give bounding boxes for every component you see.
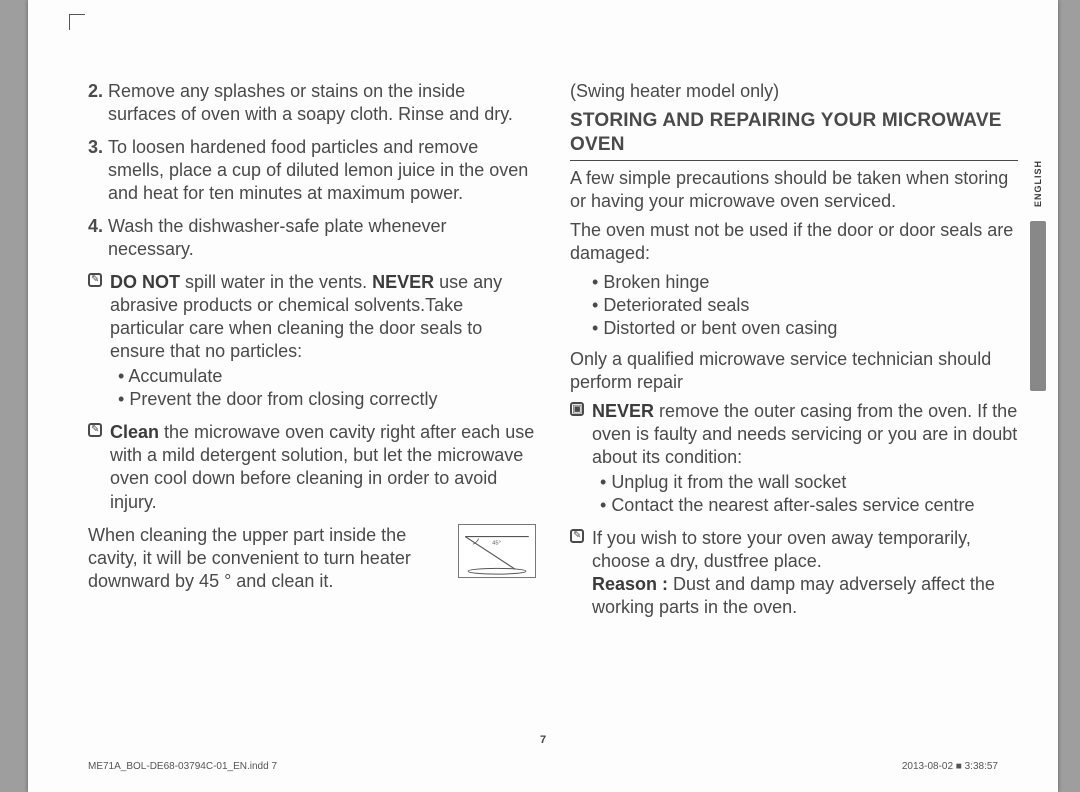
crop-mark: [69, 14, 85, 30]
page-number: 7: [28, 734, 1058, 746]
note-icon: [88, 421, 110, 513]
page-content: 2. Remove any splashes or stains on the …: [88, 80, 1018, 732]
list-item: 4. Wash the dishwasher-safe plate whenev…: [88, 215, 536, 261]
note-item: NEVER remove the outer casing from the o…: [570, 400, 1018, 517]
item-text: Wash the dishwasher-safe plate whenever …: [108, 215, 536, 261]
bullet: Contact the nearest after-sales service …: [600, 494, 1018, 517]
swing-note: (Swing heater model only): [570, 80, 1018, 103]
svg-text:45°: 45°: [492, 540, 501, 546]
heater-text: When cleaning the upper part inside the …: [88, 524, 446, 593]
note-item: Clean the microwave oven cavity right af…: [88, 421, 536, 513]
item-text: To loosen hardened food particles and re…: [108, 136, 536, 205]
tab-indicator: [1030, 221, 1046, 391]
paragraph: The oven must not be used if the door or…: [570, 219, 1018, 265]
note-icon: [570, 527, 592, 619]
left-column: 2. Remove any splashes or stains on the …: [88, 80, 536, 732]
item-number: 3.: [88, 136, 108, 205]
note-text: Clean the microwave oven cavity right af…: [110, 421, 536, 513]
bullet: Unplug it from the wall socket: [600, 471, 1018, 494]
heater-figure: 45°: [458, 524, 536, 578]
note-item: If you wish to store your oven away temp…: [570, 527, 1018, 619]
bullet: Broken hinge: [592, 271, 1018, 294]
footer-timestamp: 2013-08-02 ■ 3:38:57: [902, 761, 998, 772]
section-heading: STORING AND REPAIRING YOUR MICROWAVE OVE…: [570, 109, 1018, 161]
paragraph: A few simple precautions should be taken…: [570, 167, 1018, 213]
bullet: Prevent the door from closing correctly: [118, 388, 536, 411]
footer: ME71A_BOL-DE68-03794C-01_EN.indd 7 2013-…: [88, 761, 998, 772]
bullet: Accumulate: [118, 365, 536, 388]
item-number: 2.: [88, 80, 108, 126]
note-icon: [88, 271, 110, 411]
bullet: Distorted or bent oven casing: [592, 317, 1018, 340]
note-text: If you wish to store your oven away temp…: [592, 527, 1018, 619]
note-item: DO NOT spill water in the vents. NEVER u…: [88, 271, 536, 411]
footer-filename: ME71A_BOL-DE68-03794C-01_EN.indd 7: [88, 761, 277, 772]
sub-bullets: Unplug it from the wall socket Contact t…: [592, 471, 1018, 517]
paragraph: Only a qualified microwave service techn…: [570, 348, 1018, 394]
bullets: Broken hinge Deteriorated seals Distorte…: [570, 271, 1018, 340]
language-label: ENGLISH: [1033, 160, 1043, 207]
list-item: 3. To loosen hardened food particles and…: [88, 136, 536, 205]
plug-icon: [570, 400, 592, 517]
item-number: 4.: [88, 215, 108, 261]
manual-page: 2. Remove any splashes or stains on the …: [28, 0, 1058, 792]
right-column: (Swing heater model only) STORING AND RE…: [570, 80, 1018, 732]
language-tab: ENGLISH: [1024, 160, 1052, 420]
heater-note: When cleaning the upper part inside the …: [88, 524, 536, 593]
list-item: 2. Remove any splashes or stains on the …: [88, 80, 536, 126]
note-text: NEVER remove the outer casing from the o…: [592, 400, 1018, 517]
note-text: DO NOT spill water in the vents. NEVER u…: [110, 271, 536, 411]
sub-bullets: Accumulate Prevent the door from closing…: [110, 365, 536, 411]
item-text: Remove any splashes or stains on the ins…: [108, 80, 536, 126]
bullet: Deteriorated seals: [592, 294, 1018, 317]
